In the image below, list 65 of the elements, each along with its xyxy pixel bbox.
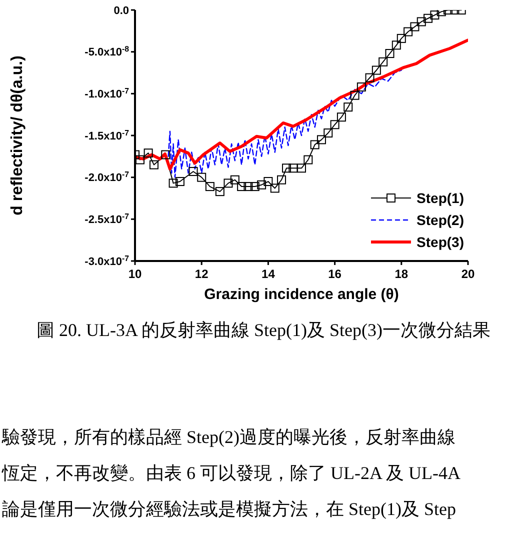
point: [288, 164, 298, 173]
y-tick-label: -5.0x10$^{-8}$: [84, 44, 130, 59]
point: [270, 184, 280, 193]
point: [197, 172, 206, 182]
point: [205, 182, 214, 192]
point: [350, 90, 360, 100]
point: [330, 120, 340, 130]
point: [224, 178, 233, 188]
point: [385, 49, 394, 58]
y-tick-label: -1.5x10$^{-7}$: [84, 128, 130, 142]
x-tick-label: 12: [194, 266, 209, 281]
text: 論是僅用一次微分經驗法或是模擬方法，在 Step(1)及 Step: [2, 498, 456, 521]
legend-label: Step(2): [416, 212, 464, 228]
point: [424, 14, 433, 23]
y-tick-label: -3.0x10$^{-7}$: [84, 253, 130, 268]
point: [250, 182, 260, 192]
y-tick-label: -1.0x10$^{-7}$: [84, 86, 130, 101]
y-tick-label: -2.5x10$^{-7}$: [84, 212, 130, 226]
point: [410, 22, 420, 32]
point: [215, 187, 224, 196]
x-tick-label: 20: [461, 266, 475, 281]
text: 恆定，不再改變。由表 6 可以發現，除了 UL-2A 及 UL-4A: [2, 462, 460, 485]
x-tick-label: 10: [128, 266, 142, 281]
legend-label: Step(3): [416, 234, 464, 250]
x-axis-title: Grazing incidence angle (θ): [204, 286, 399, 303]
point: [378, 57, 388, 66]
point: [392, 40, 401, 50]
point: [144, 148, 153, 158]
point: [282, 164, 292, 173]
point: [149, 160, 158, 170]
y-tick-label: -2.0x10$^{-7}$: [84, 170, 130, 184]
point: [277, 175, 286, 184]
point: [344, 102, 353, 112]
point: [396, 34, 406, 43]
line-series: [135, 38, 468, 170]
point: [430, 10, 440, 20]
point: [365, 73, 374, 82]
point: [168, 178, 178, 188]
point: [304, 155, 313, 164]
legend-label: Step(1): [416, 190, 464, 206]
caption: 圖 20. UL-3A 的反射率曲線 Step(1)及 Step(3)一次微分結果: [36, 319, 492, 342]
point: [237, 182, 246, 192]
point: [244, 182, 253, 192]
x-tick-label: 14: [262, 266, 276, 281]
point: [135, 155, 144, 164]
text: 驗發現，所有的樣品經 Step(2)過度的曝光後，反射率曲線: [2, 426, 456, 449]
point: [257, 180, 266, 190]
y-tick-label: 0.0: [114, 4, 129, 17]
point: [188, 166, 198, 176]
x-tick-label: 16: [328, 266, 342, 281]
point: [230, 175, 240, 184]
point: [297, 164, 306, 173]
point: [264, 177, 273, 186]
point: [161, 150, 170, 160]
point: [336, 112, 346, 122]
point: [404, 27, 413, 36]
point: [316, 135, 326, 144]
x-tick-label: 18: [394, 266, 408, 281]
point: [356, 82, 366, 92]
point: [416, 17, 426, 26]
point: [372, 66, 381, 75]
point: [324, 128, 333, 138]
y-axis-title: d reflectivity/ dθ(a.u.): [9, 56, 26, 216]
point: [175, 177, 184, 186]
point: [310, 140, 320, 150]
